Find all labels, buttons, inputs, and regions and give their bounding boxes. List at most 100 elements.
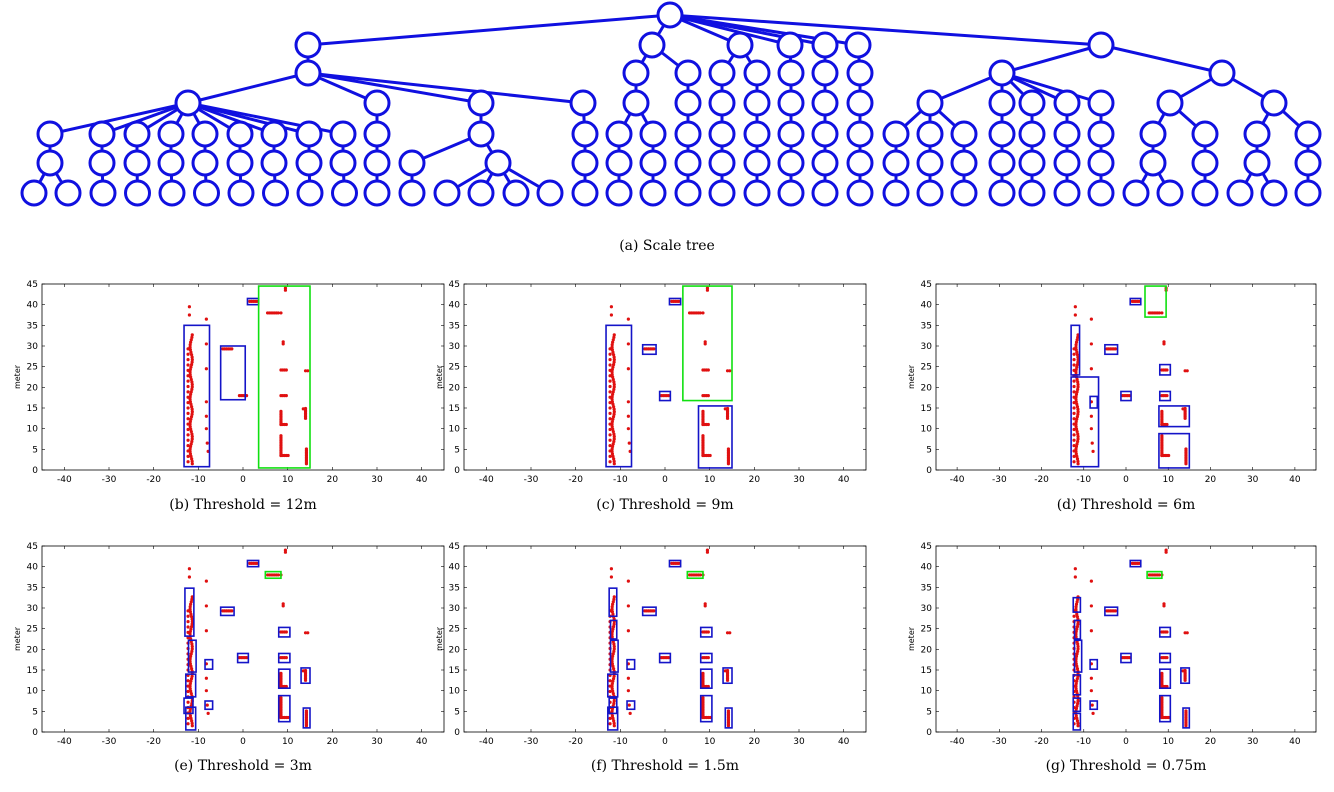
scan-point bbox=[1113, 347, 1118, 351]
scan-point bbox=[1160, 696, 1164, 700]
scan-point bbox=[186, 689, 190, 694]
scan-point bbox=[723, 669, 727, 673]
tree-node bbox=[295, 149, 323, 177]
scan-point bbox=[706, 630, 710, 634]
scan-point bbox=[611, 375, 615, 379]
scan-point bbox=[652, 347, 656, 351]
x-tick-label: 20 bbox=[1205, 737, 1217, 747]
scan-point bbox=[204, 342, 208, 346]
y-tick-label: 20 bbox=[27, 383, 39, 393]
scan-point bbox=[1075, 615, 1080, 619]
scan-point bbox=[610, 425, 614, 429]
scan-point bbox=[276, 573, 280, 577]
scan-point bbox=[204, 676, 208, 680]
scan-point bbox=[188, 682, 192, 686]
scan-point bbox=[1074, 427, 1079, 431]
plot-caption: (e) Threshold = 3m bbox=[174, 758, 312, 774]
tree-node bbox=[1087, 89, 1115, 117]
tree-node bbox=[674, 59, 702, 87]
scan-point bbox=[1076, 462, 1080, 466]
scan-point bbox=[190, 644, 194, 649]
scan-point bbox=[706, 656, 710, 660]
y-tick-label: 45 bbox=[27, 542, 38, 552]
scan-point bbox=[1165, 394, 1169, 398]
scan-point bbox=[190, 333, 194, 337]
scan-point bbox=[189, 679, 193, 683]
scan-point bbox=[186, 679, 190, 683]
tree-node bbox=[674, 149, 702, 177]
scan-point bbox=[1076, 649, 1080, 654]
scan-point bbox=[612, 355, 616, 359]
tree-node bbox=[1087, 31, 1115, 59]
cluster-box bbox=[1070, 324, 1081, 376]
scan-point bbox=[626, 689, 630, 693]
scan-point bbox=[189, 392, 193, 396]
scan-point bbox=[276, 311, 280, 315]
y-axis-label: meter bbox=[435, 626, 444, 651]
scan-point bbox=[205, 441, 209, 445]
scan-point bbox=[610, 420, 614, 424]
tree-node bbox=[329, 120, 357, 148]
scan-point bbox=[189, 390, 193, 394]
scan-point bbox=[1165, 630, 1169, 634]
scan-point bbox=[1089, 604, 1093, 608]
cluster-box bbox=[668, 297, 682, 306]
cluster-box bbox=[1073, 639, 1083, 673]
scan-point bbox=[612, 439, 616, 444]
scan-point bbox=[186, 460, 190, 464]
scan-point bbox=[1076, 434, 1080, 439]
tree-node bbox=[846, 89, 874, 117]
x-tick-label: 30 bbox=[1247, 737, 1259, 747]
scan-point bbox=[189, 664, 193, 668]
scan-point bbox=[608, 358, 612, 362]
highlight-box bbox=[1146, 570, 1163, 580]
scan-point bbox=[703, 342, 707, 346]
y-tick-label: 40 bbox=[921, 563, 933, 573]
scan-point bbox=[611, 429, 615, 434]
tree-node bbox=[571, 120, 599, 148]
y-tick-label: 40 bbox=[27, 301, 39, 311]
cluster-box bbox=[219, 345, 247, 401]
scan-point bbox=[1072, 347, 1076, 351]
scan-point bbox=[190, 382, 194, 387]
cluster-box bbox=[641, 343, 657, 356]
scan-point bbox=[701, 409, 705, 413]
cluster-box bbox=[1158, 405, 1191, 428]
y-tick-label: 10 bbox=[449, 425, 461, 435]
scan-point bbox=[628, 711, 632, 716]
tree-node bbox=[36, 120, 64, 148]
tree-node bbox=[1294, 149, 1322, 177]
scan-point bbox=[698, 573, 702, 577]
plot-frame bbox=[463, 283, 867, 471]
scan-point bbox=[186, 384, 190, 389]
x-tick-label: -20 bbox=[1034, 475, 1049, 485]
scan-point bbox=[608, 411, 612, 415]
scan-point bbox=[610, 343, 614, 347]
tree-node bbox=[88, 149, 116, 177]
tree-node bbox=[363, 179, 391, 207]
scan-point bbox=[608, 716, 612, 720]
tree-node bbox=[467, 120, 495, 148]
tree-node bbox=[638, 31, 666, 59]
y-tick-label: 35 bbox=[27, 321, 38, 331]
scan-point bbox=[611, 654, 615, 658]
scan-point bbox=[189, 677, 194, 681]
scan-point bbox=[728, 369, 732, 373]
tree-node bbox=[743, 179, 771, 207]
tree-node bbox=[227, 179, 255, 207]
scan-point bbox=[608, 444, 612, 448]
plot-caption: (f) Threshold = 1.5m bbox=[591, 758, 739, 774]
scan-point bbox=[1127, 656, 1131, 660]
scan-point bbox=[1164, 550, 1168, 554]
scan-point bbox=[701, 696, 705, 700]
scan-point bbox=[1076, 412, 1080, 416]
scan-point bbox=[1074, 687, 1078, 691]
tree-node bbox=[36, 149, 64, 177]
tree-node bbox=[639, 120, 667, 148]
scan-point bbox=[1160, 311, 1164, 315]
tree-node bbox=[1226, 179, 1254, 207]
cluster-box bbox=[697, 405, 733, 469]
y-tick-label: 25 bbox=[449, 625, 460, 635]
tree-node bbox=[674, 89, 702, 117]
x-tick-label: 0 bbox=[1123, 475, 1129, 485]
